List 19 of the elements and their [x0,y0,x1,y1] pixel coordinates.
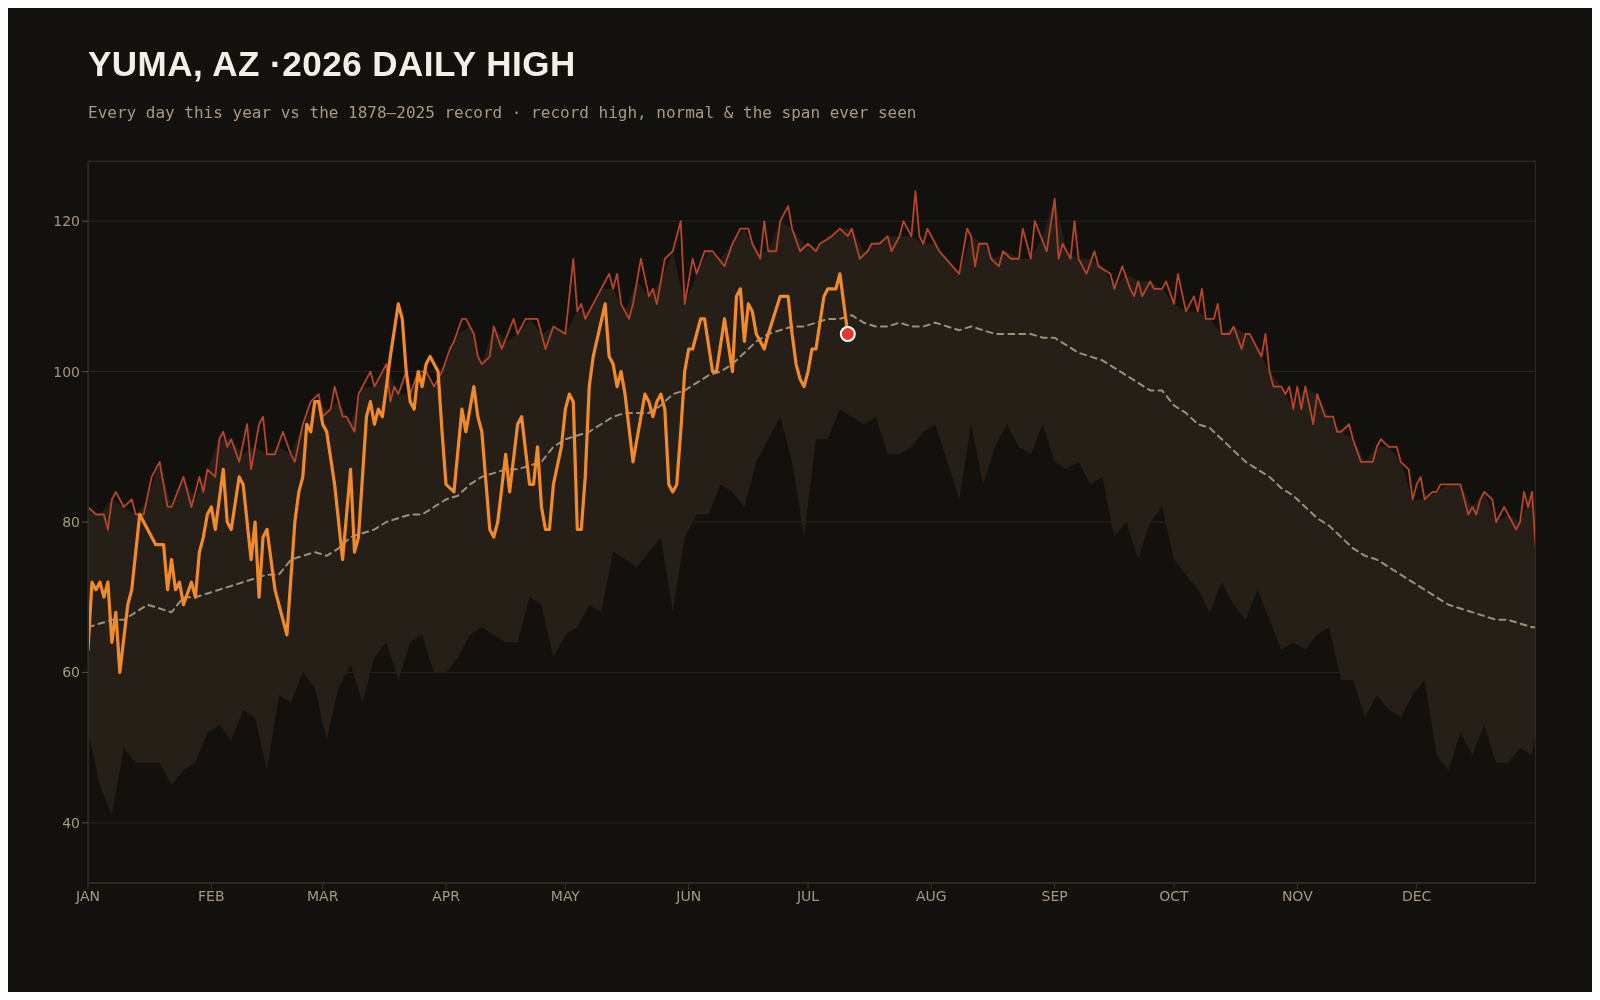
x-tick-label: MAR [307,887,339,904]
y-tick-label: 40 [62,814,80,831]
x-tick-label: SEP [1041,887,1068,904]
y-tick-label: 80 [62,513,80,530]
x-tick-label: MAY [550,887,581,904]
y-tick-label: 120 [53,213,80,230]
x-tick-label: JUL [795,887,820,904]
x-tick-label: FEB [198,887,225,904]
y-tick-label: 100 [53,363,80,380]
x-tick-label: JUN [675,887,702,904]
x-tick-label: AUG [916,887,947,904]
chart-title: YUMA, AZ ·2026 DAILY HIGH [88,44,576,84]
chart-subtitle: Every day this year vs the 1878–2025 record · record high, normal & the span ever seen [88,103,917,122]
x-tick-label: NOV [1281,887,1314,904]
y-tick-label: 60 [62,664,80,681]
x-tick-label: APR [432,887,461,904]
x-tick-label: DEC [1401,887,1432,904]
x-tick-label: JAN [75,887,100,904]
x-tick-label: OCT [1159,887,1190,904]
